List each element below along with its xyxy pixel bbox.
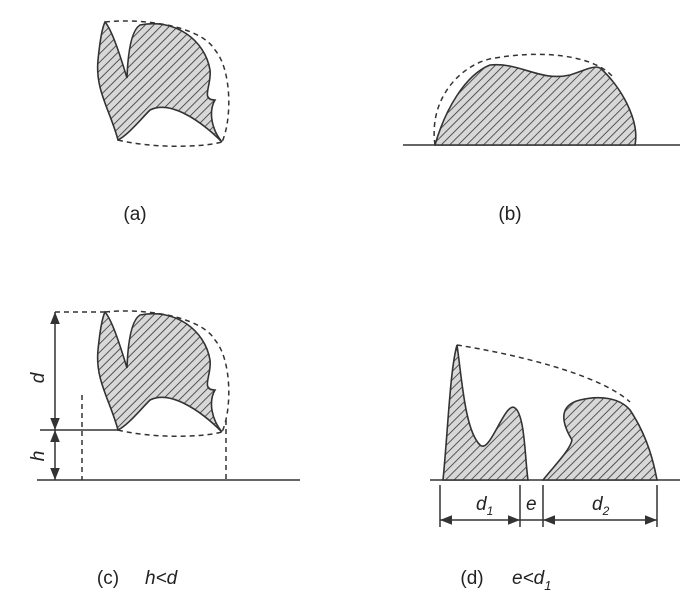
caption-a: (a) [123,204,146,225]
label-d1: d1 [476,494,493,518]
caption-d: (d) [460,568,483,589]
caption-b: (b) [498,204,521,225]
particle-b [433,63,637,146]
label-d: d [28,371,49,383]
dim-ticks [439,485,658,527]
hull-d [456,344,631,403]
label-h: h [28,451,49,462]
particle-a [96,20,230,148]
particle-d1 [442,344,529,481]
particle-d2 [541,396,658,481]
particle-c [96,310,230,438]
projection-c [55,311,227,480]
condition-c: h<d [145,568,179,589]
condition-d: e<d1 [512,568,551,593]
label-e: e [526,494,537,515]
caption-c: (c) [97,568,119,589]
label-d2: d2 [592,494,610,518]
